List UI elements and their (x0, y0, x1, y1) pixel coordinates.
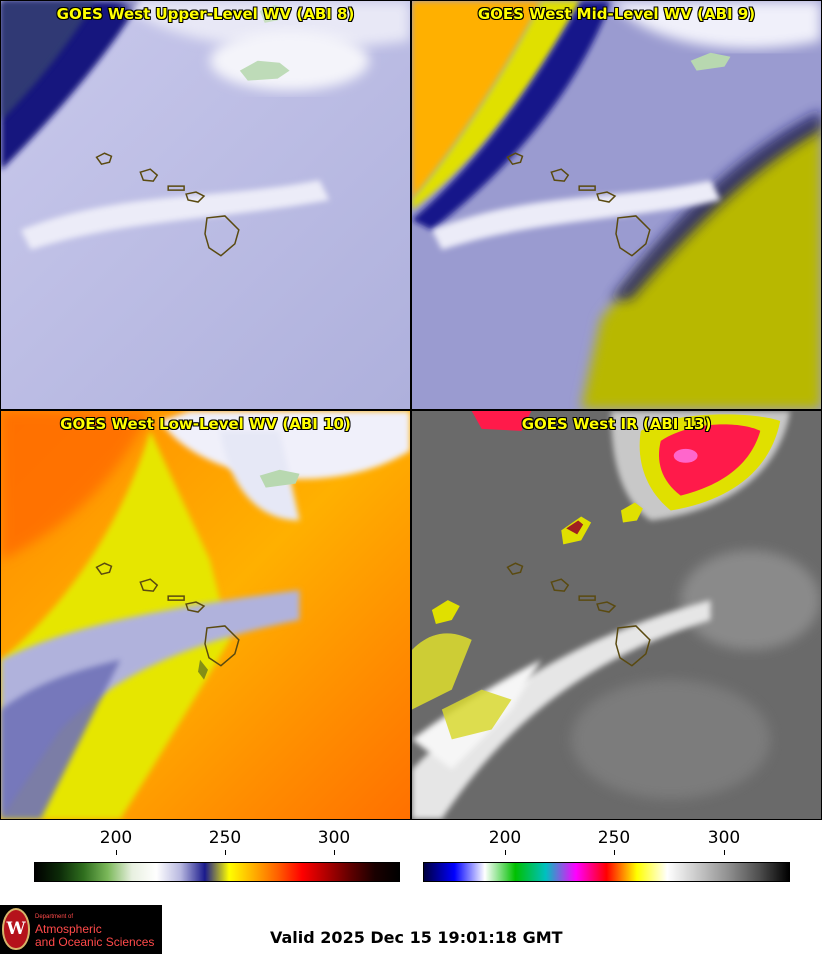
ir-colorbar (423, 862, 790, 882)
tick-label: 300 (707, 828, 741, 848)
tick-mark (614, 850, 615, 855)
tick-mark (116, 850, 117, 855)
panel-title: GOES West Upper-Level WV (ABI 8) (56, 5, 355, 23)
upper-level-wv-image (1, 1, 410, 409)
tick-mark (334, 850, 335, 855)
low-level-wv-image (1, 411, 410, 819)
valid-time: Valid 2025 Dec 15 19:01:18 GMT (270, 928, 563, 947)
ir-colorbar-ticks: 200 250 300 (423, 828, 790, 856)
tick-label: 300 (317, 828, 351, 848)
tick-label: 200 (99, 828, 133, 848)
wv-colorbar (34, 862, 400, 882)
tick-mark (724, 850, 725, 855)
panel-title: GOES West IR (ABI 13) (521, 415, 712, 433)
seal-letter: W (6, 919, 26, 939)
tick-label: 250 (208, 828, 242, 848)
mid-level-wv-panel: GOES West Mid-Level WV (ABI 9) (411, 0, 822, 410)
panel-title: GOES West Low-Level WV (ABI 10) (60, 415, 351, 433)
ir-panel: GOES West IR (ABI 13) (411, 410, 822, 820)
panel-title: GOES West Mid-Level WV (ABI 9) (477, 5, 756, 23)
uw-crest-icon: W (2, 908, 30, 950)
upper-level-wv-panel: GOES West Upper-Level WV (ABI 8) (0, 0, 411, 410)
mid-level-wv-image (412, 1, 821, 409)
tick-mark (225, 850, 226, 855)
ir-image (412, 411, 821, 819)
logo-department: Department of (35, 914, 74, 920)
logo-line1: Atmospheric (35, 922, 102, 936)
tick-mark (505, 850, 506, 855)
wv-colorbar-ticks: 200 250 300 (34, 828, 400, 856)
tick-label: 200 (488, 828, 522, 848)
tick-label: 250 (597, 828, 631, 848)
logo-line2: and Oceanic Sciences (35, 935, 155, 949)
aos-logo: W Department of Atmospheric and Oceanic … (0, 905, 162, 954)
low-level-wv-panel: GOES West Low-Level WV (ABI 10) (0, 410, 411, 820)
